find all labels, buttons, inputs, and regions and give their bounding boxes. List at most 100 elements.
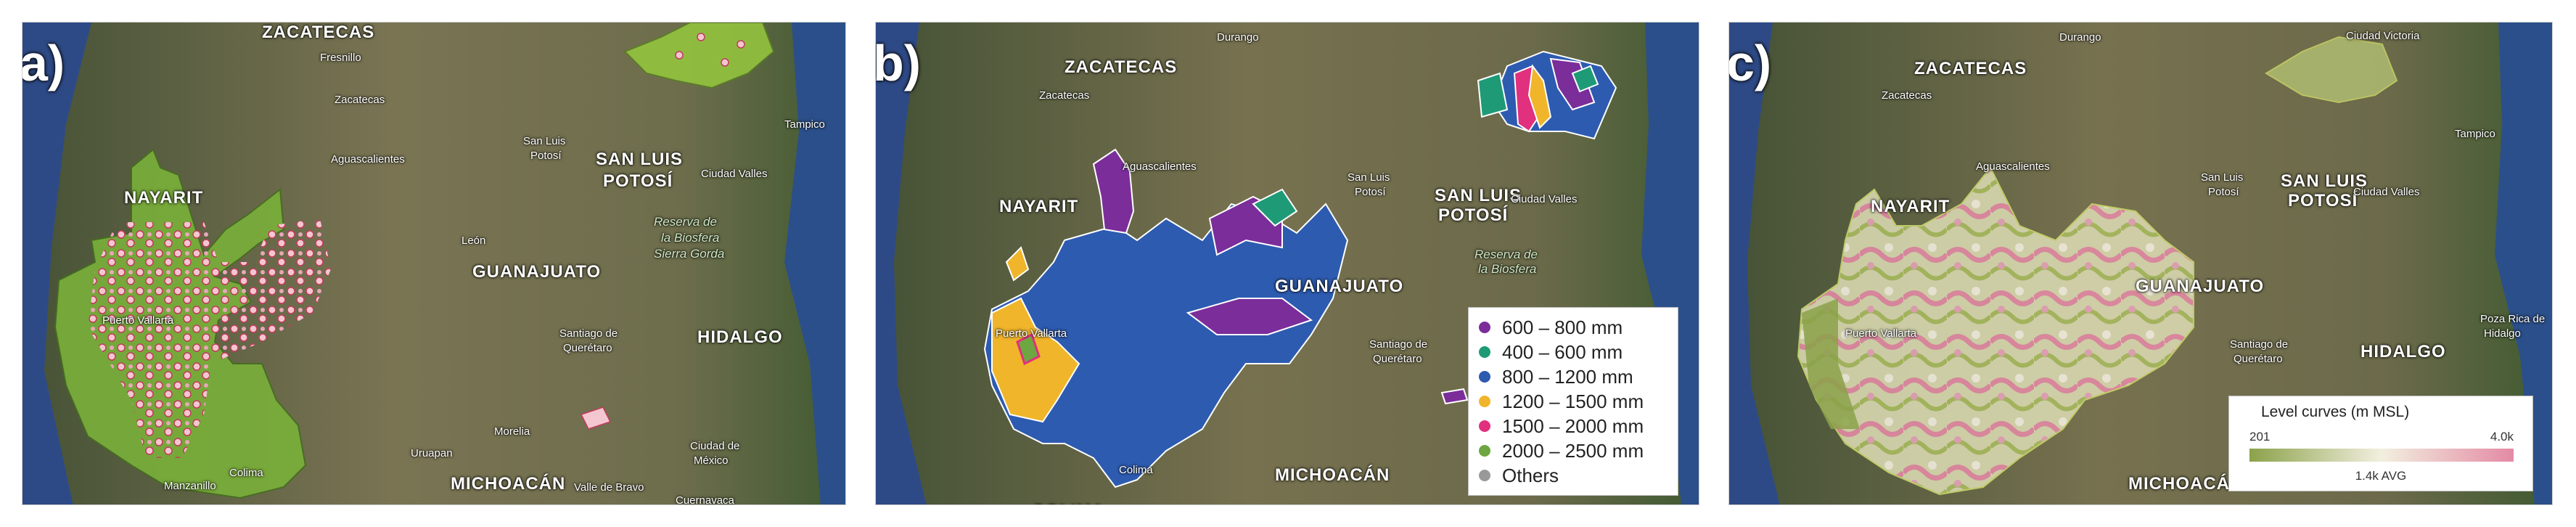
map-label: COLIMA: [1032, 502, 1105, 504]
elevation-region-east: [2265, 36, 2398, 104]
map-label: Colima: [229, 467, 263, 479]
map-label: NAYARIT: [1871, 197, 1951, 216]
gulf-of-mexico: [2495, 23, 2552, 504]
map-label: Ciudad de: [690, 440, 740, 452]
map-label: Santiago de: [1369, 338, 1428, 351]
gulf-of-mexico: [1641, 23, 1699, 504]
map-label: Aguascalientes: [331, 153, 405, 166]
map-label: POTOSÍ: [603, 171, 673, 191]
map-label: Aguascalientes: [1123, 160, 1197, 173]
panel-label-b: b): [875, 35, 922, 91]
map-label: SAN LUIS: [596, 150, 684, 169]
panel-b-map[interactable]: ZACATECAS NAYARIT Aguascalientes Durango Zac…: [875, 22, 1699, 505]
map-label: Santiago de: [559, 327, 618, 340]
map-label: San Luis: [2201, 171, 2244, 184]
study-region-a-east: [623, 23, 775, 89]
map-label: POTOSÍ: [2288, 191, 2358, 211]
map-label: ZACATECAS: [262, 23, 375, 42]
legend-swatch: [1479, 420, 1490, 432]
observation-points: [88, 218, 331, 458]
map-label: Querétaro: [1373, 353, 1422, 365]
map-label: NAYARIT: [124, 188, 204, 208]
map-label: México: [694, 454, 729, 467]
map-label: Cuernavaca: [676, 494, 734, 505]
legend-swatch: [1479, 445, 1490, 457]
map-label: León: [462, 234, 486, 247]
map-label: NAYARIT: [999, 197, 1079, 216]
map-label: Puerto Vallarta: [102, 314, 174, 327]
elevation-legend-avg: 1.4k AVG: [2355, 469, 2407, 483]
map-label: Potosí: [530, 150, 562, 162]
map-label: POTOSÍ: [1438, 205, 1509, 225]
map-label: GUANAJUATO: [2136, 277, 2265, 296]
map-label: Ciudad Valles: [2353, 186, 2420, 198]
map-label: la Biosfera: [661, 231, 720, 245]
legend-item: 800 – 1200 mm: [1479, 364, 1668, 389]
map-label: Aguascalientes: [1976, 160, 2050, 173]
panel-label-c: c): [1728, 35, 1772, 91]
legend-item: Others: [1479, 463, 1668, 488]
legend-label: 600 – 800 mm: [1502, 316, 1623, 338]
map-label: MICHOACÁN: [2128, 474, 2244, 494]
legend-item: 600 – 800 mm: [1479, 315, 1668, 340]
legend-label: 800 – 1200 mm: [1502, 365, 1633, 388]
map-label: Durango: [2059, 31, 2101, 44]
legend-label: Others: [1502, 464, 1559, 486]
map-label: San Luis: [523, 135, 566, 147]
pacific-ocean: [1729, 23, 1780, 504]
legend-swatch: [1479, 371, 1490, 383]
map-label: Zacatecas: [335, 94, 385, 106]
map-label: Uruapan: [411, 447, 453, 459]
map-label: Potosí: [2208, 186, 2239, 198]
map-label: Tampico: [2455, 128, 2495, 140]
zone-400-600: [1252, 188, 1298, 227]
legend-item: 2000 – 2500 mm: [1479, 438, 1668, 463]
map-label: ZACATECAS: [1914, 59, 2027, 78]
legend-swatch: [1479, 322, 1490, 333]
elevation-color-ramp: [2249, 449, 2514, 462]
legend-item: 1200 – 1500 mm: [1479, 389, 1668, 414]
panel-a-map[interactable]: ZACATECAS Fresnillo Zacatecas NAYARIT Aguasc…: [22, 22, 846, 505]
map-label: Reserva de: [1474, 248, 1538, 261]
zone-1200-1500: [991, 297, 1080, 423]
map-label: SAN LUIS: [2281, 171, 2368, 191]
map-label: Manzanillo: [164, 480, 216, 492]
zone-600-800: [1186, 298, 1313, 335]
map-label: GUANAJUATO: [1275, 277, 1404, 296]
panel-c-map[interactable]: ZACATECAS Durango Ciudad Victoria Zacatecas…: [1728, 22, 2553, 505]
elevation-legend-title: Level curves (m MSL): [2261, 404, 2410, 420]
map-label: Zacatecas: [1882, 89, 1932, 102]
legend-item: 1500 – 2000 mm: [1479, 414, 1668, 438]
pacific-ocean: [22, 23, 91, 504]
legend-label: 1500 – 2000 mm: [1502, 414, 1644, 437]
map-label: San Luis: [1348, 171, 1390, 184]
zone-800-1200: [983, 203, 1349, 489]
map-label: Ciudad Valles: [1511, 193, 1578, 205]
map-label: ZACATECAS: [1065, 57, 1178, 77]
map-label: MICHOACÁN: [451, 474, 566, 494]
zone-600-800-east: [1549, 57, 1596, 111]
map-label: Sierra Gorda: [654, 247, 725, 261]
legend-swatch: [1479, 396, 1490, 407]
panel-label-a: a): [22, 35, 65, 91]
map-label: MICHOACÁN: [1275, 465, 1390, 485]
map-label: Querétaro: [2234, 353, 2283, 365]
zone-1200-1500: [1005, 246, 1030, 282]
satellite-basemap-a: [22, 23, 845, 504]
gulf-of-mexico: [784, 23, 845, 504]
map-label: Poza Rica de: [2480, 313, 2546, 325]
map-label: Ciudad Victoria: [2346, 30, 2420, 42]
map-label: Puerto Vallarta: [1845, 327, 1917, 340]
zone-1200-1500-east: [1527, 64, 1552, 129]
map-label: SAN LUIS: [1435, 186, 1522, 205]
map-label: la Biosfera: [1478, 262, 1537, 276]
legend-label: 1200 – 1500 mm: [1502, 390, 1644, 412]
elevation-legend-min: 201: [2249, 430, 2271, 444]
zone-600-800: [1092, 148, 1135, 234]
elevation-legend: Level curves (m MSL) 201 4.0k 1.4k AVG: [2228, 396, 2533, 491]
map-label: Tampico: [784, 118, 825, 131]
legend-label: 2000 – 2500 mm: [1502, 439, 1644, 462]
elevation-region: [1797, 166, 2194, 496]
elevation-legend-max: 4.0k: [2490, 430, 2514, 444]
legend-swatch: [1479, 470, 1490, 481]
